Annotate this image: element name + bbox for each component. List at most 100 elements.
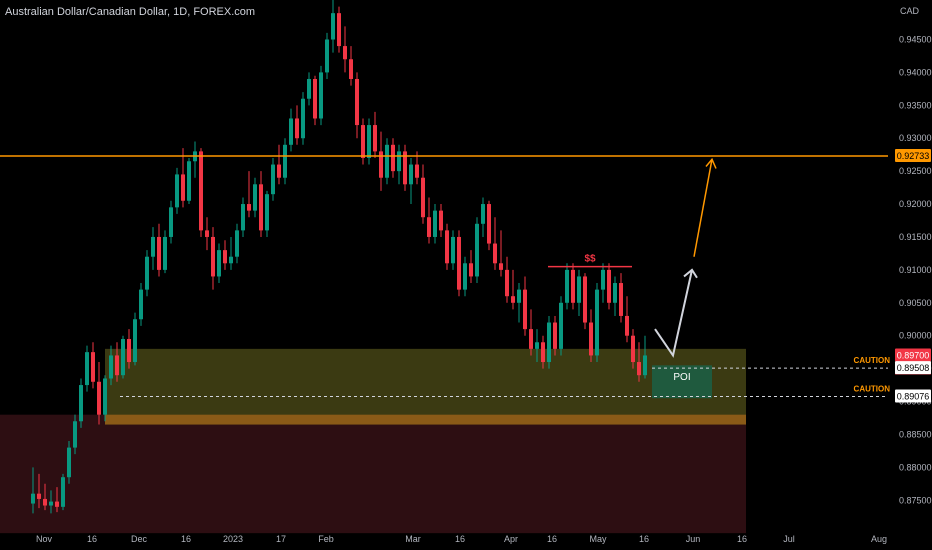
time-tick-label: 16 (181, 534, 191, 544)
candle-body (565, 269, 569, 303)
time-tick-label: 17 (276, 534, 286, 544)
candle-body (367, 125, 371, 158)
candle-body (229, 256, 233, 264)
candle-body (445, 230, 449, 264)
candle-body (271, 164, 275, 195)
candle-body (607, 269, 611, 303)
candle-body (343, 46, 347, 60)
candle-body (523, 289, 527, 330)
time-tick-label: Nov (36, 534, 53, 544)
price-axis[interactable]: 0.875000.880000.885000.890000.895000.900… (895, 34, 932, 505)
candle-body (247, 204, 251, 211)
price-tick-label: 0.87500 (899, 495, 932, 505)
poi-label: POI (673, 372, 690, 383)
candle-body (217, 250, 221, 277)
demand-zone (105, 348, 746, 425)
resistance-price-tag: 0.92733 (897, 151, 930, 161)
demand-zone-base (105, 414, 746, 425)
caution-price-tag-1: 0.89508 (897, 363, 930, 373)
candles-layer (31, 0, 647, 514)
price-tick-label: 0.91500 (899, 232, 932, 242)
candle-body (31, 493, 35, 504)
time-axis[interactable]: Nov 16 Dec 16 2023 17 Feb Mar 16 Apr 16 May 16 Jun 16 J… (36, 534, 887, 544)
candle-body (469, 263, 473, 277)
price-tick-label: 0.94000 (899, 67, 932, 77)
candle-body (457, 236, 461, 290)
candle-body (145, 256, 149, 290)
price-tick-label: 0.91000 (899, 265, 932, 275)
candle-body (133, 319, 137, 363)
candle-body (595, 289, 599, 356)
candle-body (577, 276, 581, 303)
candle-body (265, 194, 269, 231)
candle-body (307, 78, 311, 99)
candle-body (499, 263, 503, 270)
candle-body (433, 210, 437, 237)
candle-body (223, 250, 227, 264)
price-tick-label: 0.93500 (899, 100, 932, 110)
candle-body (355, 78, 359, 126)
candle-body (571, 269, 575, 303)
currency-label: CAD (900, 6, 920, 16)
candle-body (553, 322, 557, 349)
candle-body (643, 355, 647, 376)
overlay-layer: $$ CAUTION CAUTION POI (0, 155, 890, 398)
candle-body (313, 78, 317, 119)
candle-body (127, 338, 131, 363)
time-tick-label: Aug (871, 534, 887, 544)
deep-demand-zone (0, 414, 746, 534)
price-tick-label: 0.94500 (899, 34, 932, 44)
candle-body (451, 236, 455, 264)
time-tick-label: Mar (405, 534, 421, 544)
liquidity-label: $$ (584, 254, 596, 265)
poi-box (652, 365, 712, 399)
candle-body (109, 355, 113, 379)
candle-body (37, 493, 41, 499)
candle-body (487, 204, 491, 244)
candle-body (427, 217, 431, 237)
last-price-tag: 0.89700 (897, 350, 930, 360)
candle-body (505, 269, 509, 297)
candle-body (115, 355, 119, 376)
candle-body (55, 501, 59, 507)
candle-body (325, 39, 329, 73)
candle-body (85, 352, 89, 386)
candle-body (589, 322, 593, 356)
candle-body (403, 151, 407, 185)
candle-body (517, 289, 521, 303)
candle-body (157, 236, 161, 270)
price-tick-label: 0.88000 (899, 462, 932, 472)
time-tick-label: Feb (318, 534, 334, 544)
candle-body (397, 151, 401, 172)
candle-body (493, 243, 497, 264)
candle-body (349, 59, 353, 79)
candle-body (103, 378, 107, 415)
projection-arrow-orange (693, 159, 713, 257)
candle-body (73, 421, 77, 448)
candle-body (373, 125, 377, 152)
candle-body (439, 210, 443, 231)
time-tick-label: 2023 (223, 534, 243, 544)
price-tick-label: 0.92500 (899, 166, 932, 176)
candle-body (259, 184, 263, 231)
candle-body (385, 144, 389, 178)
projection-arrowhead-white (683, 268, 698, 279)
candle-body (67, 447, 71, 478)
price-tick-label: 0.90500 (899, 298, 932, 308)
candle-body (463, 263, 467, 290)
last-price-tag-bg (895, 348, 931, 362)
candle-body (175, 174, 179, 208)
candle-body (205, 230, 209, 237)
candle-body (49, 501, 53, 506)
candle-body (301, 98, 305, 139)
candle-body (511, 296, 515, 303)
time-tick-label: Jun (686, 534, 701, 544)
candle-body (559, 302, 563, 349)
candle-body (619, 283, 623, 316)
candle-body (475, 223, 479, 277)
candle-body (43, 498, 47, 506)
time-tick-label: 16 (737, 534, 747, 544)
zones-layer (0, 348, 746, 534)
candle-body (253, 184, 257, 211)
